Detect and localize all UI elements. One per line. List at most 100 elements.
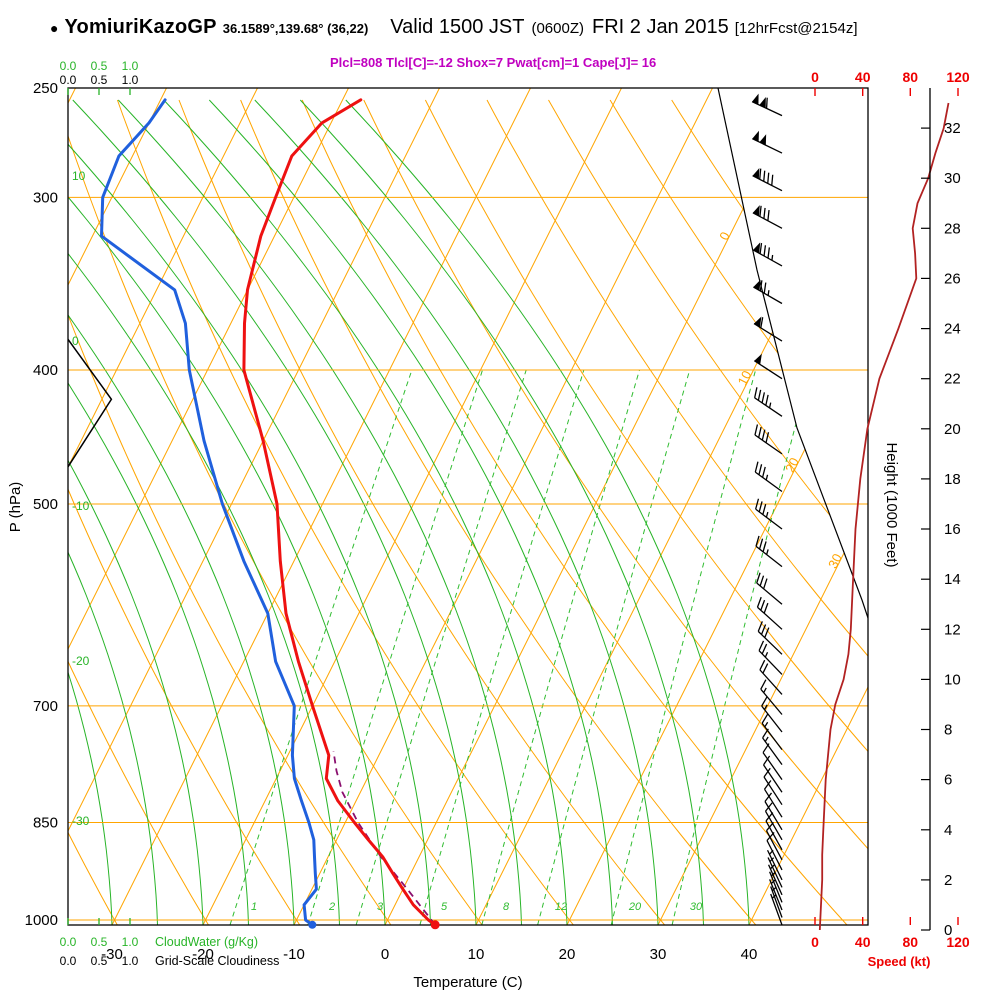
isotherm-line bbox=[475, 88, 868, 925]
wind-barb bbox=[761, 696, 783, 733]
temp-tick-label: 40 bbox=[741, 946, 758, 963]
isotherm-line bbox=[657, 88, 868, 925]
cloudwater-tick-bottom: 0.0 bbox=[60, 935, 77, 949]
mixing-ratio-line bbox=[537, 369, 691, 925]
mixing-ratio-label: 12 bbox=[555, 901, 567, 913]
station-name: YomiuriKazoGP bbox=[64, 16, 217, 38]
valid-date: FRI 2 Jan 2015 bbox=[591, 16, 729, 38]
moist-adiabat-line bbox=[117, 99, 522, 925]
moist-adiabat-label: 10 bbox=[72, 169, 86, 183]
height-axis-title: Height (1000 Feet) bbox=[883, 442, 900, 567]
height-tick-label: 6 bbox=[944, 772, 952, 789]
pressure-tick-label: 1000 bbox=[25, 912, 58, 929]
skewed-grid bbox=[68, 88, 868, 925]
cloudwater-tick-top: 1.0 bbox=[122, 59, 139, 73]
temp-tick-label: 30 bbox=[650, 946, 667, 963]
speed-tick-label-bottom: 0 bbox=[811, 934, 819, 950]
height-tick-label: 22 bbox=[944, 371, 961, 388]
valid-time-zulu: (0600Z) bbox=[531, 20, 584, 37]
mixing-ratio-label: 8 bbox=[503, 901, 510, 913]
isotherm-label: 0 bbox=[716, 229, 733, 242]
pressure-tick-label: 300 bbox=[33, 189, 58, 206]
mixing-ratio-line bbox=[481, 369, 640, 925]
moist-adiabat-line bbox=[68, 99, 113, 925]
height-tick-label: 30 bbox=[944, 170, 961, 187]
isotherm-line bbox=[111, 88, 531, 925]
wind-barb bbox=[763, 780, 783, 818]
wind-barb bbox=[758, 640, 783, 675]
temp-tick-label: -30 bbox=[101, 946, 123, 963]
moist-adiabat-label: -10 bbox=[72, 499, 90, 513]
temp-axis-title: Temperature (C) bbox=[413, 974, 522, 991]
height-boundary-line bbox=[717, 87, 869, 619]
dry-adiabat-line bbox=[548, 99, 868, 925]
wind-barb bbox=[763, 755, 783, 793]
height-tick-label: 4 bbox=[944, 822, 952, 839]
parcel-trace bbox=[332, 751, 436, 925]
cloudiness-tick-bottom: 0.5 bbox=[91, 954, 108, 968]
isotherm-line bbox=[68, 88, 349, 925]
wind-barb bbox=[753, 353, 783, 380]
speed-tick-label-bottom: 120 bbox=[946, 934, 970, 950]
isotherm-label: 20 bbox=[782, 455, 802, 475]
moist-adiabat-label: -30 bbox=[72, 814, 90, 828]
moist-adiabat-line bbox=[345, 99, 750, 925]
dry-adiabat-line bbox=[424, 99, 868, 925]
pressure-tick-label: 850 bbox=[33, 814, 58, 831]
plot-border bbox=[67, 87, 869, 926]
cloudiness-tick-top: 0.5 bbox=[91, 73, 108, 87]
mixing-ratio-label: 3 bbox=[377, 901, 384, 913]
dry-adiabat-line bbox=[363, 99, 868, 925]
moist-adiabat-line bbox=[68, 99, 431, 925]
moist-adiabat-line bbox=[208, 99, 613, 925]
wind-barb bbox=[753, 316, 783, 342]
isotherm-line bbox=[68, 88, 440, 925]
wind-barb bbox=[754, 461, 783, 493]
moist-adiabat-label: -20 bbox=[72, 654, 90, 668]
dry-adiabat-line bbox=[301, 99, 848, 925]
isotherm-line bbox=[293, 88, 713, 925]
height-tick-label: 0 bbox=[944, 922, 952, 939]
cloudiness-tick-top: 1.0 bbox=[122, 73, 139, 87]
pressure-tick-label: 700 bbox=[33, 698, 58, 715]
wind-barb bbox=[755, 498, 783, 530]
isotherm-line bbox=[748, 88, 868, 925]
moist-adiabat-line bbox=[72, 99, 477, 925]
height-tick-label: 16 bbox=[944, 521, 961, 538]
mixing-ratio-label: 1 bbox=[251, 901, 257, 913]
mixing-ratio-line bbox=[671, 369, 811, 925]
cloudiness-tick-bottom: 1.0 bbox=[122, 954, 139, 968]
cloudwater-tick-bottom: 0.5 bbox=[91, 935, 108, 949]
moist-adiabat-line bbox=[68, 99, 204, 925]
height-tick-label: 8 bbox=[944, 722, 952, 739]
cloudwater-axis-title: CloudWater (g/Kg) bbox=[155, 935, 258, 949]
surface-temperature-dot bbox=[430, 920, 440, 930]
isotherm-line bbox=[68, 88, 167, 925]
moist-adiabat-line bbox=[254, 99, 659, 925]
moist-adiabat-line bbox=[163, 99, 568, 925]
dry-adiabat-line bbox=[486, 99, 868, 925]
forecast-hour: [12hrFcst@2154z] bbox=[734, 20, 858, 37]
height-tick-label: 10 bbox=[944, 671, 961, 688]
mixing-ratio-line bbox=[419, 369, 585, 925]
temperature-curve bbox=[242, 98, 437, 925]
cloudiness-tick-bottom: 0.0 bbox=[60, 954, 77, 968]
wind-speed-curve bbox=[818, 102, 950, 931]
temp-tick-label: -20 bbox=[192, 946, 214, 963]
wind-barb bbox=[759, 659, 783, 695]
pressure-tick-label: 500 bbox=[33, 496, 58, 513]
wind-barb bbox=[752, 242, 783, 267]
speed-tick-label-bottom: 80 bbox=[903, 934, 919, 950]
wind-barb bbox=[754, 387, 783, 417]
cloudwater-tick-top: 0.5 bbox=[91, 59, 108, 73]
cloudiness-axis-title: Grid-Scale Cloudiness bbox=[155, 954, 279, 968]
wind-barb bbox=[752, 205, 783, 229]
dry-adiabat-line bbox=[178, 99, 665, 925]
wind-barb bbox=[760, 679, 783, 715]
height-tick-label: 26 bbox=[944, 270, 961, 287]
height-tick-label: 28 bbox=[944, 220, 961, 237]
cloudwater-tick-bottom: 1.0 bbox=[122, 935, 139, 949]
speed-tick-label-top: 0 bbox=[811, 69, 819, 85]
dry-adiabat-line bbox=[68, 99, 209, 925]
